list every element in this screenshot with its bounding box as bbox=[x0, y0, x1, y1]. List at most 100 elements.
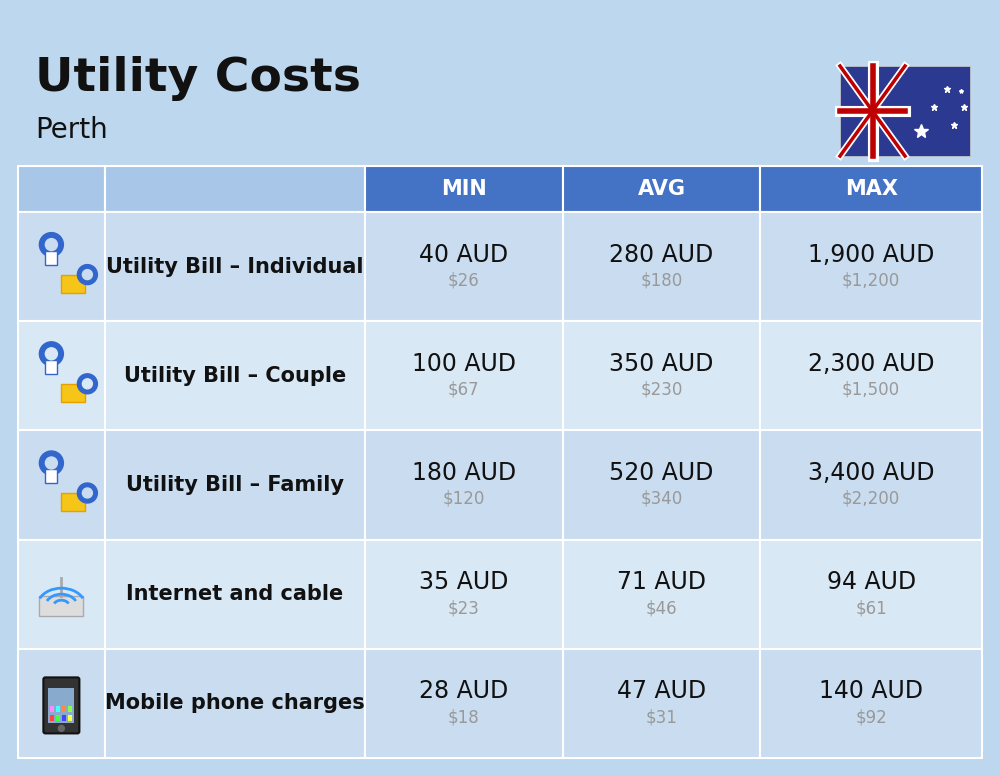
Text: $46: $46 bbox=[646, 599, 677, 617]
Circle shape bbox=[77, 483, 97, 503]
Text: Perth: Perth bbox=[35, 116, 108, 144]
Text: 2,300 AUD: 2,300 AUD bbox=[808, 352, 934, 376]
Circle shape bbox=[39, 341, 63, 365]
Bar bbox=[105, 166, 365, 212]
Text: $92: $92 bbox=[855, 708, 887, 726]
Bar bbox=[760, 431, 982, 539]
Text: Utility Bill – Individual: Utility Bill – Individual bbox=[106, 257, 364, 276]
Text: $61: $61 bbox=[855, 599, 887, 617]
Bar bbox=[760, 539, 982, 649]
Bar bbox=[840, 66, 970, 156]
Text: 1,900 AUD: 1,900 AUD bbox=[808, 243, 934, 267]
Circle shape bbox=[82, 269, 92, 279]
Text: Internet and cable: Internet and cable bbox=[126, 584, 344, 605]
Text: $2,200: $2,200 bbox=[842, 490, 900, 508]
Bar bbox=[56, 706, 60, 712]
Text: $1,200: $1,200 bbox=[842, 272, 900, 289]
Text: $31: $31 bbox=[646, 708, 677, 726]
Text: MAX: MAX bbox=[845, 179, 898, 199]
Bar bbox=[760, 212, 982, 321]
Bar bbox=[68, 706, 72, 712]
Text: 35 AUD: 35 AUD bbox=[419, 570, 509, 594]
Bar bbox=[45, 469, 57, 483]
Circle shape bbox=[39, 451, 63, 475]
Bar bbox=[62, 706, 66, 712]
Bar bbox=[61, 384, 85, 402]
Bar bbox=[563, 539, 760, 649]
Bar bbox=[62, 715, 66, 722]
Bar bbox=[760, 321, 982, 431]
Text: $67: $67 bbox=[448, 381, 480, 399]
Text: $1,500: $1,500 bbox=[842, 381, 900, 399]
Text: 100 AUD: 100 AUD bbox=[412, 352, 516, 376]
Text: Mobile phone charges: Mobile phone charges bbox=[105, 694, 365, 713]
Bar bbox=[365, 321, 563, 431]
Bar bbox=[365, 166, 563, 212]
Circle shape bbox=[82, 488, 92, 498]
Text: 71 AUD: 71 AUD bbox=[617, 570, 706, 594]
Text: 3,400 AUD: 3,400 AUD bbox=[808, 461, 934, 485]
Bar bbox=[18, 649, 105, 758]
Circle shape bbox=[45, 457, 57, 469]
Text: 350 AUD: 350 AUD bbox=[609, 352, 714, 376]
FancyBboxPatch shape bbox=[43, 677, 79, 733]
Circle shape bbox=[45, 348, 57, 360]
Text: 280 AUD: 280 AUD bbox=[609, 243, 714, 267]
Bar bbox=[68, 715, 72, 722]
Bar bbox=[563, 321, 760, 431]
Bar bbox=[18, 212, 105, 321]
Bar bbox=[39, 596, 83, 616]
Text: 180 AUD: 180 AUD bbox=[412, 461, 516, 485]
Text: $120: $120 bbox=[443, 490, 485, 508]
Bar bbox=[105, 649, 365, 758]
Bar bbox=[61, 275, 85, 293]
Bar bbox=[48, 688, 74, 723]
Bar bbox=[18, 166, 105, 212]
Bar bbox=[563, 166, 760, 212]
Bar bbox=[105, 321, 365, 431]
Text: $180: $180 bbox=[640, 272, 683, 289]
Bar bbox=[365, 212, 563, 321]
Circle shape bbox=[77, 265, 97, 285]
Bar bbox=[18, 539, 105, 649]
Circle shape bbox=[58, 726, 64, 732]
Text: 47 AUD: 47 AUD bbox=[617, 680, 706, 703]
Bar bbox=[365, 539, 563, 649]
Bar bbox=[105, 431, 365, 539]
Bar bbox=[563, 212, 760, 321]
Text: $230: $230 bbox=[640, 381, 683, 399]
Text: 520 AUD: 520 AUD bbox=[609, 461, 714, 485]
Bar bbox=[61, 493, 85, 511]
Text: Utility Bill – Couple: Utility Bill – Couple bbox=[124, 365, 346, 386]
Text: $26: $26 bbox=[448, 272, 480, 289]
Circle shape bbox=[82, 379, 92, 389]
Text: $18: $18 bbox=[448, 708, 480, 726]
Text: AVG: AVG bbox=[637, 179, 685, 199]
Text: 94 AUD: 94 AUD bbox=[827, 570, 916, 594]
Bar bbox=[760, 166, 982, 212]
Bar bbox=[18, 431, 105, 539]
Circle shape bbox=[39, 233, 63, 257]
Text: Utility Costs: Utility Costs bbox=[35, 56, 361, 101]
Bar bbox=[50, 715, 54, 722]
Text: MIN: MIN bbox=[441, 179, 487, 199]
Bar bbox=[50, 706, 54, 712]
Bar bbox=[105, 212, 365, 321]
Bar bbox=[56, 715, 60, 722]
Text: $23: $23 bbox=[448, 599, 480, 617]
Text: 40 AUD: 40 AUD bbox=[419, 243, 508, 267]
Bar bbox=[563, 649, 760, 758]
Bar bbox=[365, 649, 563, 758]
Circle shape bbox=[45, 238, 57, 251]
Bar bbox=[105, 539, 365, 649]
Text: Utility Bill – Family: Utility Bill – Family bbox=[126, 475, 344, 495]
Text: 28 AUD: 28 AUD bbox=[419, 680, 508, 703]
Bar bbox=[18, 321, 105, 431]
Bar bbox=[45, 360, 57, 374]
Text: $340: $340 bbox=[640, 490, 683, 508]
Bar bbox=[563, 431, 760, 539]
Circle shape bbox=[77, 374, 97, 393]
Bar bbox=[45, 251, 57, 265]
Bar bbox=[365, 431, 563, 539]
Bar bbox=[760, 649, 982, 758]
